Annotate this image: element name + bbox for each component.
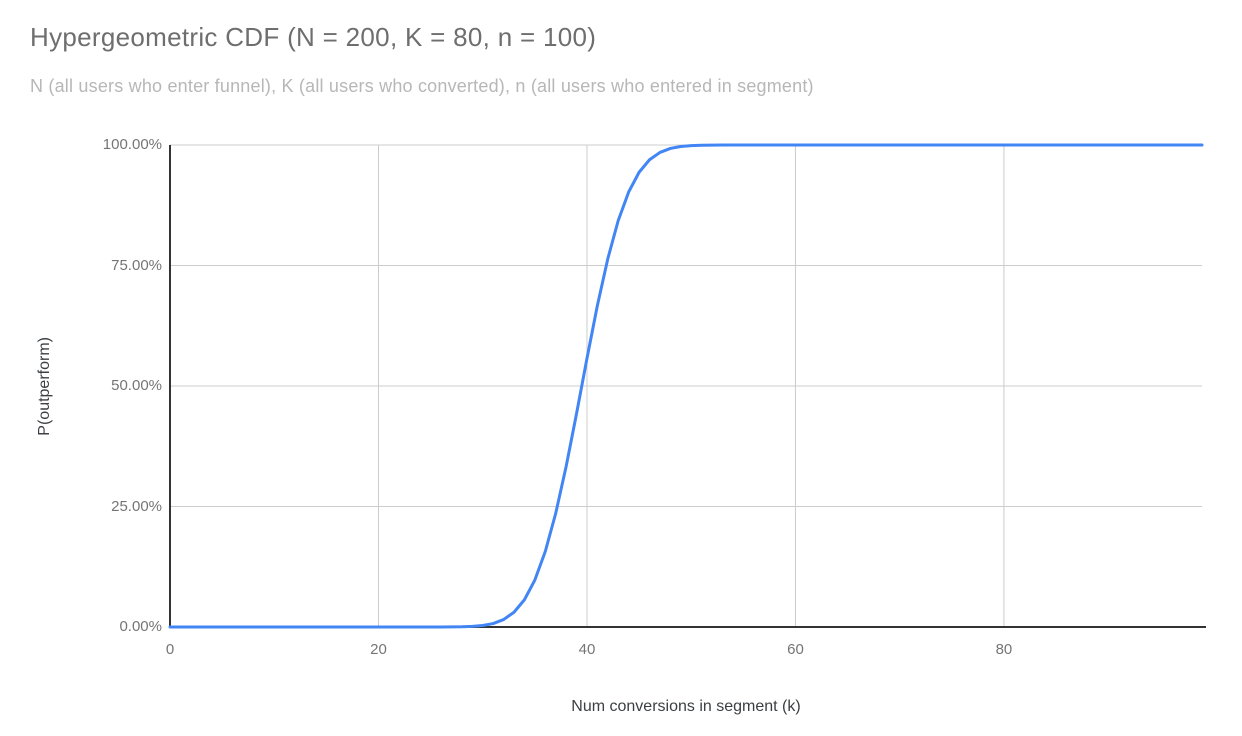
x-axis-tick-label: 60 — [787, 641, 804, 658]
cdf-curve — [168, 143, 1204, 629]
plot-area — [168, 143, 1206, 629]
chart-subtitle: N (all users who enter funnel), K (all u… — [30, 76, 814, 96]
x-axis-title: Num conversions in segment (k) — [571, 698, 801, 715]
y-axis-tick-label: 25.00% — [111, 497, 162, 515]
chart-title: Hypergeometric CDF (N = 200, K = 80, n =… — [30, 22, 597, 52]
y-axis-tick-label: 0.00% — [119, 618, 162, 635]
x-axis-tick-label: 20 — [370, 641, 387, 658]
x-axis-tick-label: 0 — [165, 641, 175, 658]
y-axis-tick-label: 75.00% — [111, 256, 162, 274]
y-axis-tick-label: 100.00% — [102, 136, 162, 153]
y-axis-tick-label: 50.00% — [111, 377, 162, 394]
x-axis-tick-label: 40 — [578, 641, 596, 658]
x-axis-tick-label: 80 — [995, 641, 1013, 658]
